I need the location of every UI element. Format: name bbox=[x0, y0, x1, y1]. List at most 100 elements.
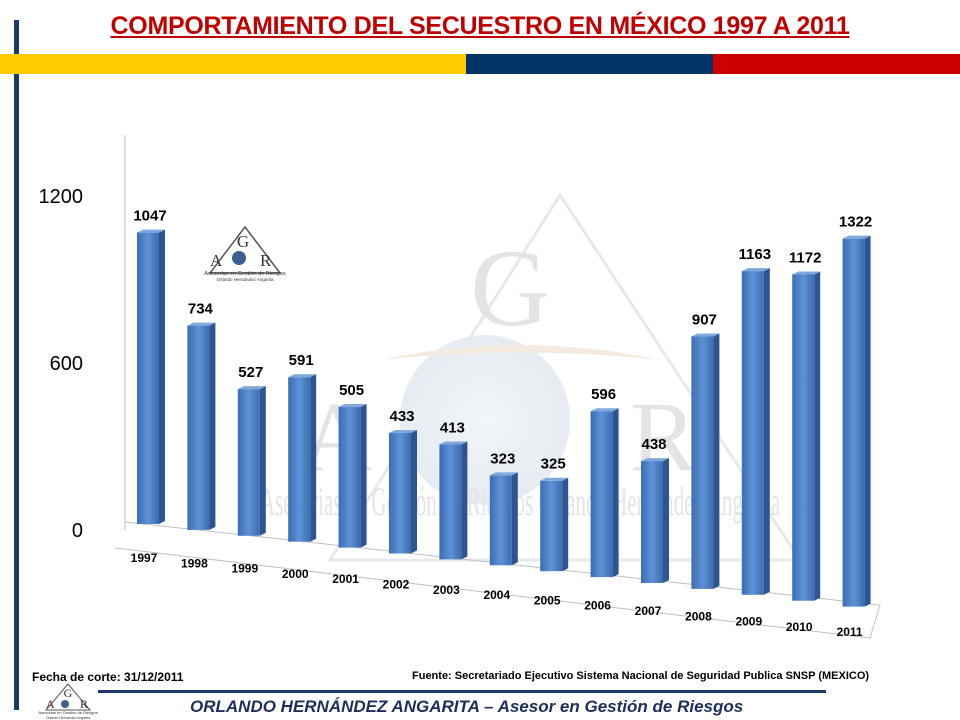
category-label: 2011 bbox=[837, 625, 863, 639]
bar-top bbox=[540, 477, 569, 481]
value-label: 413 bbox=[440, 419, 465, 436]
bar bbox=[691, 333, 720, 589]
bar-top bbox=[489, 472, 518, 476]
value-label: 325 bbox=[541, 456, 566, 473]
category-label: 2004 bbox=[483, 588, 510, 602]
value-label: 907 bbox=[692, 311, 717, 328]
y-tick-label: 0 bbox=[72, 520, 83, 542]
value-label: 438 bbox=[641, 436, 666, 453]
bar-top bbox=[641, 458, 669, 462]
stripe-yellow bbox=[0, 54, 466, 74]
data-source: Fuente: Secretariado Ejecutivo Sistema N… bbox=[412, 670, 870, 682]
bar-side bbox=[511, 472, 518, 566]
bar-front bbox=[187, 325, 210, 530]
bar-front bbox=[489, 475, 512, 566]
bar-top bbox=[389, 429, 417, 433]
value-label: 1163 bbox=[739, 246, 772, 263]
logo-line-1: Asesorias en Gestión de Riesgos bbox=[204, 271, 286, 277]
category-label: 2005 bbox=[534, 593, 561, 607]
bar-side bbox=[713, 333, 720, 589]
bar bbox=[641, 458, 669, 583]
bar-front bbox=[439, 444, 462, 560]
bar bbox=[237, 386, 266, 536]
bar-front bbox=[540, 480, 563, 572]
bars: 1047 734 527 591 505 433 413 323 325 596 438 907 116… bbox=[133, 208, 872, 607]
svg-text:R: R bbox=[260, 251, 272, 270]
bar-front bbox=[792, 274, 815, 601]
watermark-letter-g: G bbox=[470, 227, 549, 349]
bar-side bbox=[461, 441, 468, 560]
bar-top bbox=[691, 333, 720, 337]
y-tick-label: 600 bbox=[50, 353, 83, 375]
y-tick-labels: 0 600 1200 bbox=[39, 186, 84, 542]
bar-side bbox=[259, 386, 266, 536]
bar-top bbox=[590, 408, 619, 412]
bar-front bbox=[389, 432, 411, 554]
svg-text:Orlando Hernández Angarita: Orlando Hernández Angarita bbox=[46, 716, 90, 720]
bar-top bbox=[288, 374, 317, 378]
bar bbox=[741, 268, 770, 595]
stripe-blue bbox=[466, 54, 713, 74]
svg-text:A: A bbox=[210, 251, 223, 270]
category-label: 2000 bbox=[282, 567, 309, 581]
y-tick-label: 1200 bbox=[39, 186, 84, 208]
svg-text:Asesorias en Gestión de Riesgo: Asesorias en Gestión de Riesgos bbox=[38, 710, 97, 715]
bar-front bbox=[237, 389, 260, 536]
stripe-red bbox=[713, 54, 960, 74]
bar-top bbox=[792, 271, 821, 275]
bar bbox=[187, 322, 216, 530]
category-label: 1999 bbox=[231, 562, 258, 576]
footer-author: ORLANDO HERNÁNDEZ ANGARITA – Asesor en G… bbox=[190, 697, 744, 716]
bar-top bbox=[237, 386, 266, 390]
value-label: 734 bbox=[188, 301, 214, 318]
value-label: 323 bbox=[490, 450, 515, 467]
category-label: 1998 bbox=[181, 556, 208, 570]
bar-side bbox=[360, 404, 367, 548]
bar bbox=[590, 408, 619, 578]
svg-text:G: G bbox=[237, 232, 249, 251]
category-labels: 1997 1998 1999 2000 2001 2002 2003 2004 2005 2006… bbox=[131, 551, 863, 639]
cutoff-date: Fecha de corte: 31/12/2011 bbox=[32, 670, 184, 684]
bar-top bbox=[741, 268, 770, 272]
bar-front bbox=[590, 411, 613, 578]
bar bbox=[439, 441, 468, 560]
bar-front bbox=[641, 461, 663, 583]
color-stripe bbox=[0, 54, 960, 74]
svg-text:R: R bbox=[80, 697, 88, 711]
bar bbox=[389, 429, 417, 554]
category-label: 2003 bbox=[433, 583, 460, 597]
value-label: 596 bbox=[591, 386, 616, 403]
bar-side bbox=[411, 429, 417, 554]
bar-top bbox=[187, 322, 216, 326]
value-label: 591 bbox=[289, 352, 314, 369]
bar bbox=[540, 477, 569, 572]
value-label: 505 bbox=[339, 382, 364, 399]
bar-top bbox=[842, 235, 871, 239]
bar-side bbox=[612, 408, 619, 578]
bar-front bbox=[338, 407, 361, 548]
footer-logo: G A R Asesorias en Gestión de Riesgos Or… bbox=[38, 683, 98, 720]
category-label: 2001 bbox=[332, 572, 359, 586]
bar-side bbox=[763, 268, 770, 595]
value-label: 527 bbox=[238, 364, 263, 381]
bar-front bbox=[288, 377, 311, 542]
category-label: 2009 bbox=[735, 615, 762, 629]
value-label: 1047 bbox=[133, 208, 166, 225]
bar bbox=[489, 472, 518, 566]
bar-side bbox=[562, 477, 569, 572]
bar-top bbox=[439, 441, 468, 445]
value-label: 1172 bbox=[789, 249, 822, 266]
bar-side bbox=[159, 229, 165, 524]
bar-side bbox=[814, 271, 821, 601]
bar-top bbox=[137, 229, 165, 233]
bar-side bbox=[864, 235, 871, 607]
bar bbox=[137, 229, 165, 524]
bar-front bbox=[842, 238, 865, 607]
bar bbox=[842, 235, 871, 607]
category-label: 2010 bbox=[786, 620, 813, 634]
bar-top bbox=[338, 404, 367, 408]
category-label: 2006 bbox=[584, 599, 611, 613]
bar-side bbox=[663, 458, 669, 583]
category-label: 2002 bbox=[383, 578, 410, 592]
